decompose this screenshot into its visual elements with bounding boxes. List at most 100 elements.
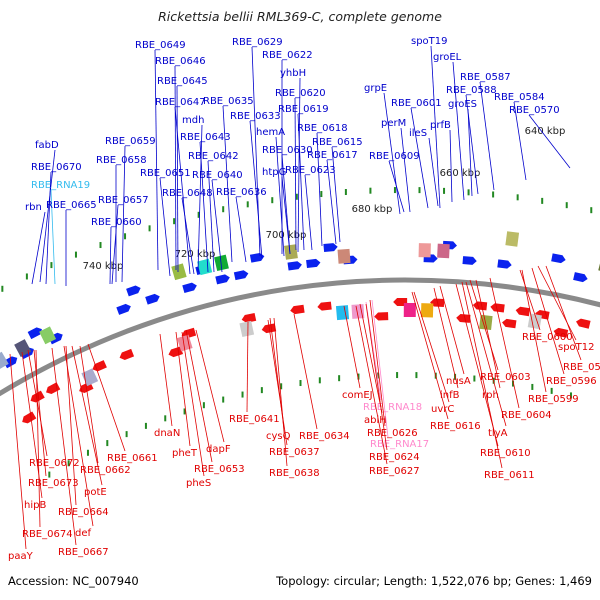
forward-gene-label-rbe-0649: RBE_0649 (135, 40, 186, 51)
forward-gene-label-rbe-0635: RBE_0635 (203, 96, 254, 107)
reverse-gene-label-rbe-0599: RBE_0599 (528, 394, 579, 405)
reverse-gene-leader (371, 299, 389, 438)
feature-block (171, 263, 187, 281)
reverse-gene-leader (455, 283, 499, 447)
scale-tick (25, 273, 28, 280)
reverse-gene-leader (469, 279, 499, 371)
feature-block (239, 320, 255, 338)
scale-tick (512, 380, 515, 387)
forward-gene-label-rbe-0584: RBE_0584 (494, 92, 545, 103)
forward-gene-label-groes: groES (448, 99, 477, 110)
forward-gene-arrow (215, 274, 230, 285)
forward-gene-label-rbe-0587: RBE_0587 (460, 72, 511, 83)
forward-gene-label-rbe-0601: RBE_0601 (391, 98, 442, 109)
feature-block (197, 258, 213, 276)
reverse-gene-leader (465, 281, 507, 427)
scale-tick (106, 440, 109, 447)
scale-tick (271, 197, 274, 204)
forward-gene-leader (304, 174, 313, 251)
forward-gene-label-rbe-0658: RBE_0658 (96, 155, 147, 166)
forward-gene-label-grpe: grpE (364, 83, 387, 94)
reverse-gene-label-rbe-0673: RBE_0673 (28, 478, 79, 489)
forward-gene-label-rbe-0642: RBE_0642 (188, 151, 239, 162)
scale-tick (48, 471, 51, 478)
reverse-gene-leader (365, 303, 388, 451)
scale-tick (197, 211, 200, 218)
scale-tick (67, 460, 70, 467)
reverse-gene-label-nusa: nusA (446, 376, 471, 387)
reverse-gene-leader (521, 269, 547, 393)
forward-gene-leader (197, 124, 203, 273)
scale-tick (202, 402, 205, 409)
forward-gene-arrow (573, 272, 588, 283)
forward-gene-leader (50, 189, 56, 285)
forward-gene-leader (39, 149, 56, 283)
forward-gene-leader (181, 197, 195, 275)
scale-tick (124, 233, 127, 240)
feature-block (437, 243, 450, 259)
scale-tick (418, 187, 421, 194)
forward-gene-label-perm: perM (381, 118, 406, 129)
reverse-gene-leader (413, 291, 450, 403)
forward-gene-label-rbe-0643: RBE_0643 (180, 132, 231, 143)
reverse-gene-leader (181, 331, 205, 477)
scale-tick (320, 191, 323, 198)
scale-tick (222, 396, 225, 403)
reverse-gene-leader (343, 305, 361, 389)
reverse-gene-arrow (576, 318, 591, 329)
scale-tick (86, 449, 89, 456)
feature-block (337, 248, 351, 264)
scale-tick (396, 372, 399, 379)
kbp-tick-label: 640 kbp (525, 126, 566, 137)
forward-gene-label-rbe-0645: RBE_0645 (157, 76, 208, 87)
forward-gene-leader (479, 81, 495, 191)
reverse-gene-label-abih: abiH (364, 415, 387, 426)
forward-gene-arrow (233, 270, 249, 281)
reverse-gene-arrow (168, 346, 184, 358)
feature-block (335, 305, 350, 321)
reverse-gene-leader (355, 305, 388, 465)
forward-gene-leader (294, 97, 297, 251)
reverse-gene-leader (267, 319, 288, 446)
forward-gene-leader (176, 85, 179, 273)
scale-tick (148, 225, 151, 232)
reverse-gene-label-rbe-0610: RBE_0610 (480, 448, 531, 459)
forward-gene-leader (452, 61, 465, 201)
genome-summary-text: Topology: circular; Length: 1,522,076 bp… (276, 574, 592, 588)
forward-gene-label-groel: groEL (433, 52, 462, 63)
scale-tick (295, 193, 298, 200)
forward-gene-label-rbe-0659: RBE_0659 (105, 136, 156, 147)
forward-gene-label-fabd: fabD (35, 140, 59, 151)
reverse-gene-label-rbe-0627: RBE_0627 (369, 466, 420, 477)
forward-gene-label-rbe-0646: RBE_0646 (155, 56, 206, 67)
forward-gene-leader (211, 179, 223, 273)
reverse-gene-label-paay: paaY (8, 551, 34, 562)
reverse-gene-leader (87, 343, 126, 452)
reverse-gene-leader (33, 349, 47, 477)
forward-gene-label-spot19: spoT19 (411, 36, 448, 47)
forward-gene-leader (383, 92, 401, 215)
forward-gene-leader (297, 113, 305, 251)
reverse-gene-label-rbe-0594: RBE_0594 (563, 362, 600, 373)
forward-gene-leader (45, 171, 52, 285)
forward-gene-label-rbe-0623: RBE_0623 (285, 165, 336, 176)
reverse-gene-leader (273, 317, 288, 467)
forward-gene-leader (174, 65, 177, 271)
scale-tick (144, 422, 147, 429)
reverse-gene-label-rbe-0600: RBE_0600 (522, 332, 573, 343)
reverse-gene-arrow (553, 327, 569, 338)
reverse-gene-label-rbe-0603: RBE_0603 (480, 372, 531, 383)
reverse-gene-leader (439, 285, 465, 375)
reverse-gene-arrow (472, 301, 488, 311)
scale-tick (50, 262, 53, 269)
reverse-gene-leader (545, 265, 582, 361)
reverse-gene-leader (359, 303, 383, 414)
reverse-gene-leader (159, 333, 173, 427)
reverse-gene-label-rbe-0624: RBE_0624 (369, 452, 420, 463)
forward-gene-label-rbe-0588: RBE_0588 (446, 85, 497, 96)
reverse-gene-leader (489, 277, 520, 409)
scale-tick (531, 383, 534, 390)
scale-tick (473, 375, 476, 382)
